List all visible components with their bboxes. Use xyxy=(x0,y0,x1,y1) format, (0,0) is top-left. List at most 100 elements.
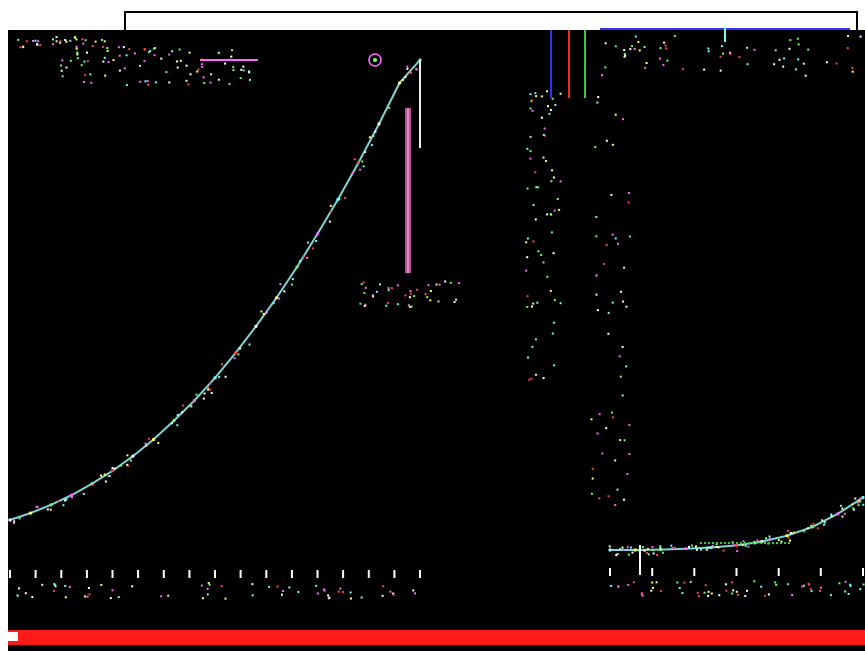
header-speckle xyxy=(60,69,63,72)
left-chart-speckle xyxy=(307,241,310,244)
right-chart-tick-label-noise xyxy=(819,586,822,589)
header-speckle xyxy=(178,48,181,51)
right-chart-speckle xyxy=(707,546,710,549)
right-chart-tick-label-noise xyxy=(617,585,620,588)
column-speckle xyxy=(607,332,610,335)
label-speckle xyxy=(386,301,389,304)
left-chart-tick-label-noise xyxy=(87,587,90,589)
right-chart-speckle xyxy=(661,551,664,554)
header-speckle xyxy=(746,46,748,49)
header-speckle xyxy=(248,71,251,74)
left-chart-speckle xyxy=(279,283,282,286)
label-speckle xyxy=(437,300,440,303)
column-speckle xyxy=(596,309,599,312)
column-speckle xyxy=(628,192,630,195)
left-chart-tick-label-noise xyxy=(282,590,284,592)
header-speckle xyxy=(703,68,706,71)
column-speckle xyxy=(535,95,538,98)
left-chart-tick-label-noise xyxy=(339,587,342,590)
label-speckle xyxy=(372,294,374,297)
column-speckle xyxy=(526,237,529,240)
left-chart-data-point xyxy=(397,81,402,85)
right-chart-tick-label-noise xyxy=(862,583,865,586)
left-chart-speckle xyxy=(176,424,179,427)
header-speckle xyxy=(623,49,626,52)
right-chart-tick-label-noise xyxy=(650,589,653,592)
right-chart-tick-label-noise xyxy=(844,580,847,583)
left-chart-speckle xyxy=(18,517,21,520)
label-speckle xyxy=(387,287,390,290)
column-speckle xyxy=(534,338,537,341)
left-chart-tick-label-noise xyxy=(18,587,20,590)
header-speckle xyxy=(147,51,150,54)
right-chart-speckle xyxy=(715,543,718,546)
label-speckle xyxy=(385,304,388,307)
left-chart-speckle xyxy=(372,135,375,138)
left-chart-speckle xyxy=(71,496,73,499)
right-chart-speckle xyxy=(630,546,633,549)
header-speckle xyxy=(86,60,89,63)
left-chart-data-point xyxy=(28,511,33,515)
column-speckle xyxy=(590,418,593,421)
left-chart-tick-label-noise xyxy=(220,585,223,588)
left-chart-speckle xyxy=(209,388,212,391)
column-speckle xyxy=(546,275,549,278)
column-speckle xyxy=(614,504,617,506)
left-chart-data-point xyxy=(192,398,197,402)
right-chart-speckle xyxy=(858,499,861,502)
column-speckle xyxy=(542,377,545,380)
header-speckle xyxy=(59,41,62,44)
left-chart-tick-label-noise xyxy=(297,591,300,593)
column-speckle xyxy=(530,99,533,102)
right-chart-tick-label-noise xyxy=(791,594,794,596)
column-speckle xyxy=(549,289,552,292)
left-chart-speckle xyxy=(362,165,365,168)
header-speckle xyxy=(664,44,667,47)
column-speckle xyxy=(532,203,535,206)
right-chart-speckle xyxy=(859,500,862,503)
column-speckle xyxy=(553,299,556,302)
header-speckle xyxy=(112,59,115,62)
label-speckle xyxy=(413,295,416,298)
column-speckle xyxy=(590,492,593,495)
right-chart-speckle xyxy=(652,549,655,552)
header-speckle xyxy=(242,69,245,72)
left-chart-data-point xyxy=(295,265,299,269)
left-chart-tick-label-noise xyxy=(315,584,318,587)
column-speckle xyxy=(535,186,538,189)
column-speckle xyxy=(621,394,624,397)
header-speckle xyxy=(118,54,121,57)
header-speckle xyxy=(663,41,666,44)
right-chart-tick-label-noise xyxy=(681,592,684,595)
header-speckle xyxy=(52,38,54,41)
left-chart-speckle xyxy=(57,500,60,503)
left-chart-data-point xyxy=(131,454,135,458)
header-speckle xyxy=(75,45,78,48)
column-speckle xyxy=(614,237,617,240)
right-chart-tick-label-noise xyxy=(710,592,713,595)
header-speckle xyxy=(139,64,141,67)
right-chart-speckle xyxy=(646,548,649,550)
right-chart-speckle xyxy=(807,527,809,530)
header-speckle xyxy=(82,42,85,45)
left-chart-tick-label-noise xyxy=(206,587,209,590)
right-chart-speckle xyxy=(608,549,611,552)
label-speckle xyxy=(396,284,399,287)
left-chart-speckle xyxy=(291,278,294,281)
left-chart-speckle xyxy=(402,78,405,81)
left-chart-speckle xyxy=(283,290,286,293)
column-speckle xyxy=(559,302,562,305)
header-speckle xyxy=(796,37,799,40)
left-chart-tick-label-noise xyxy=(84,595,86,598)
left-chart-speckle xyxy=(49,508,52,511)
right-chart-tick-label-noise xyxy=(809,587,812,590)
status-bar-handle[interactable] xyxy=(8,632,18,641)
column-speckle xyxy=(535,373,537,376)
header-speckle xyxy=(165,71,168,74)
left-chart-tick-label-noise xyxy=(224,597,227,600)
left-chart-speckle xyxy=(404,75,407,78)
left-chart-speckle xyxy=(181,404,184,407)
header-speckle xyxy=(144,80,147,83)
small-target-icon[interactable] xyxy=(368,53,382,67)
right-chart-speckle xyxy=(651,546,654,548)
